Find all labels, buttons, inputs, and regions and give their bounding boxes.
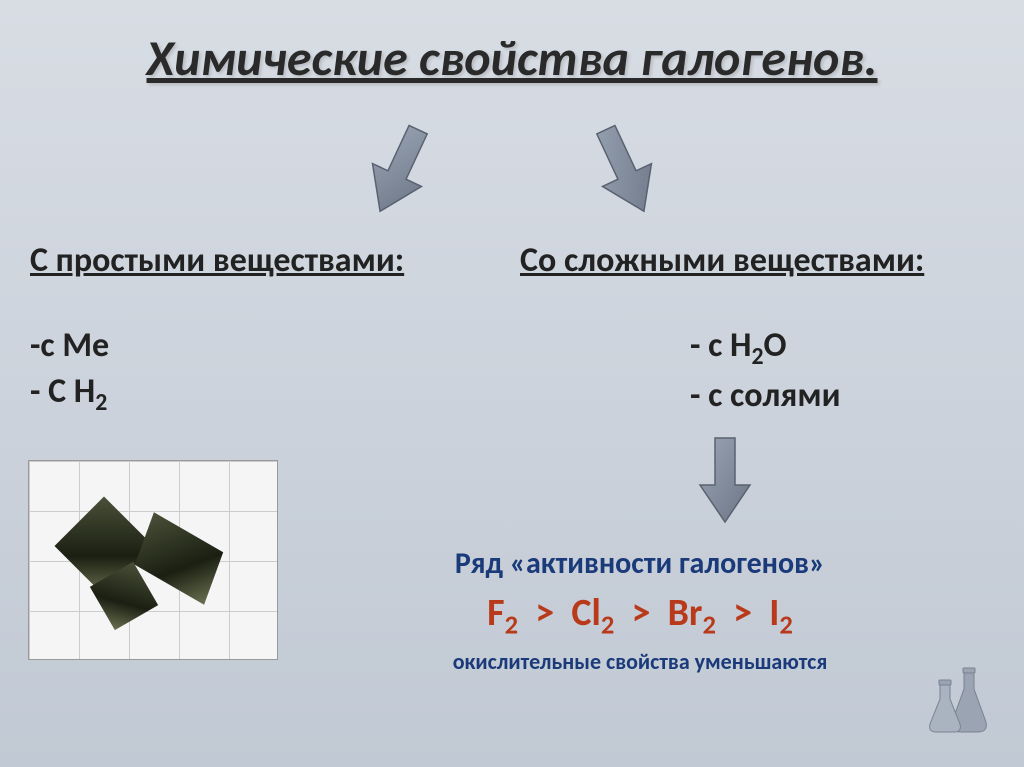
item-salts: - с солями	[690, 373, 980, 419]
heading-simple: С простыми веществами:	[30, 240, 490, 281]
column-complex: Со сложными веществами: - с H2O - с соля…	[520, 240, 980, 419]
activity-note: окислительные свойства уменьшаются	[320, 648, 960, 675]
column-simple: С простыми веществами: -с Me - C H2	[30, 240, 490, 419]
content-columns: С простыми веществами: -с Me - C H2 Со с…	[30, 240, 980, 419]
heading-complex: Со сложными веществами:	[520, 240, 980, 281]
flask-icon	[916, 654, 1006, 749]
arrow-down-icon	[690, 430, 760, 535]
activity-block: Ряд «активности галогенов» F2 > Cl2 > Br…	[320, 545, 960, 675]
slide-title: Химические свойства галогенов.	[0, 0, 1024, 89]
crystal-photo	[28, 460, 278, 660]
item-h2: - C H2	[30, 369, 490, 419]
activity-series: F2 > Cl2 > Br2 > I2	[320, 590, 960, 642]
activity-title: Ряд «активности галогенов»	[320, 545, 960, 582]
item-h2o: - с H2O	[690, 323, 980, 373]
item-me: -с Me	[30, 323, 490, 369]
branch-arrows	[0, 115, 1024, 235]
arrow-right-icon	[582, 115, 672, 235]
arrow-left-icon	[352, 115, 442, 235]
